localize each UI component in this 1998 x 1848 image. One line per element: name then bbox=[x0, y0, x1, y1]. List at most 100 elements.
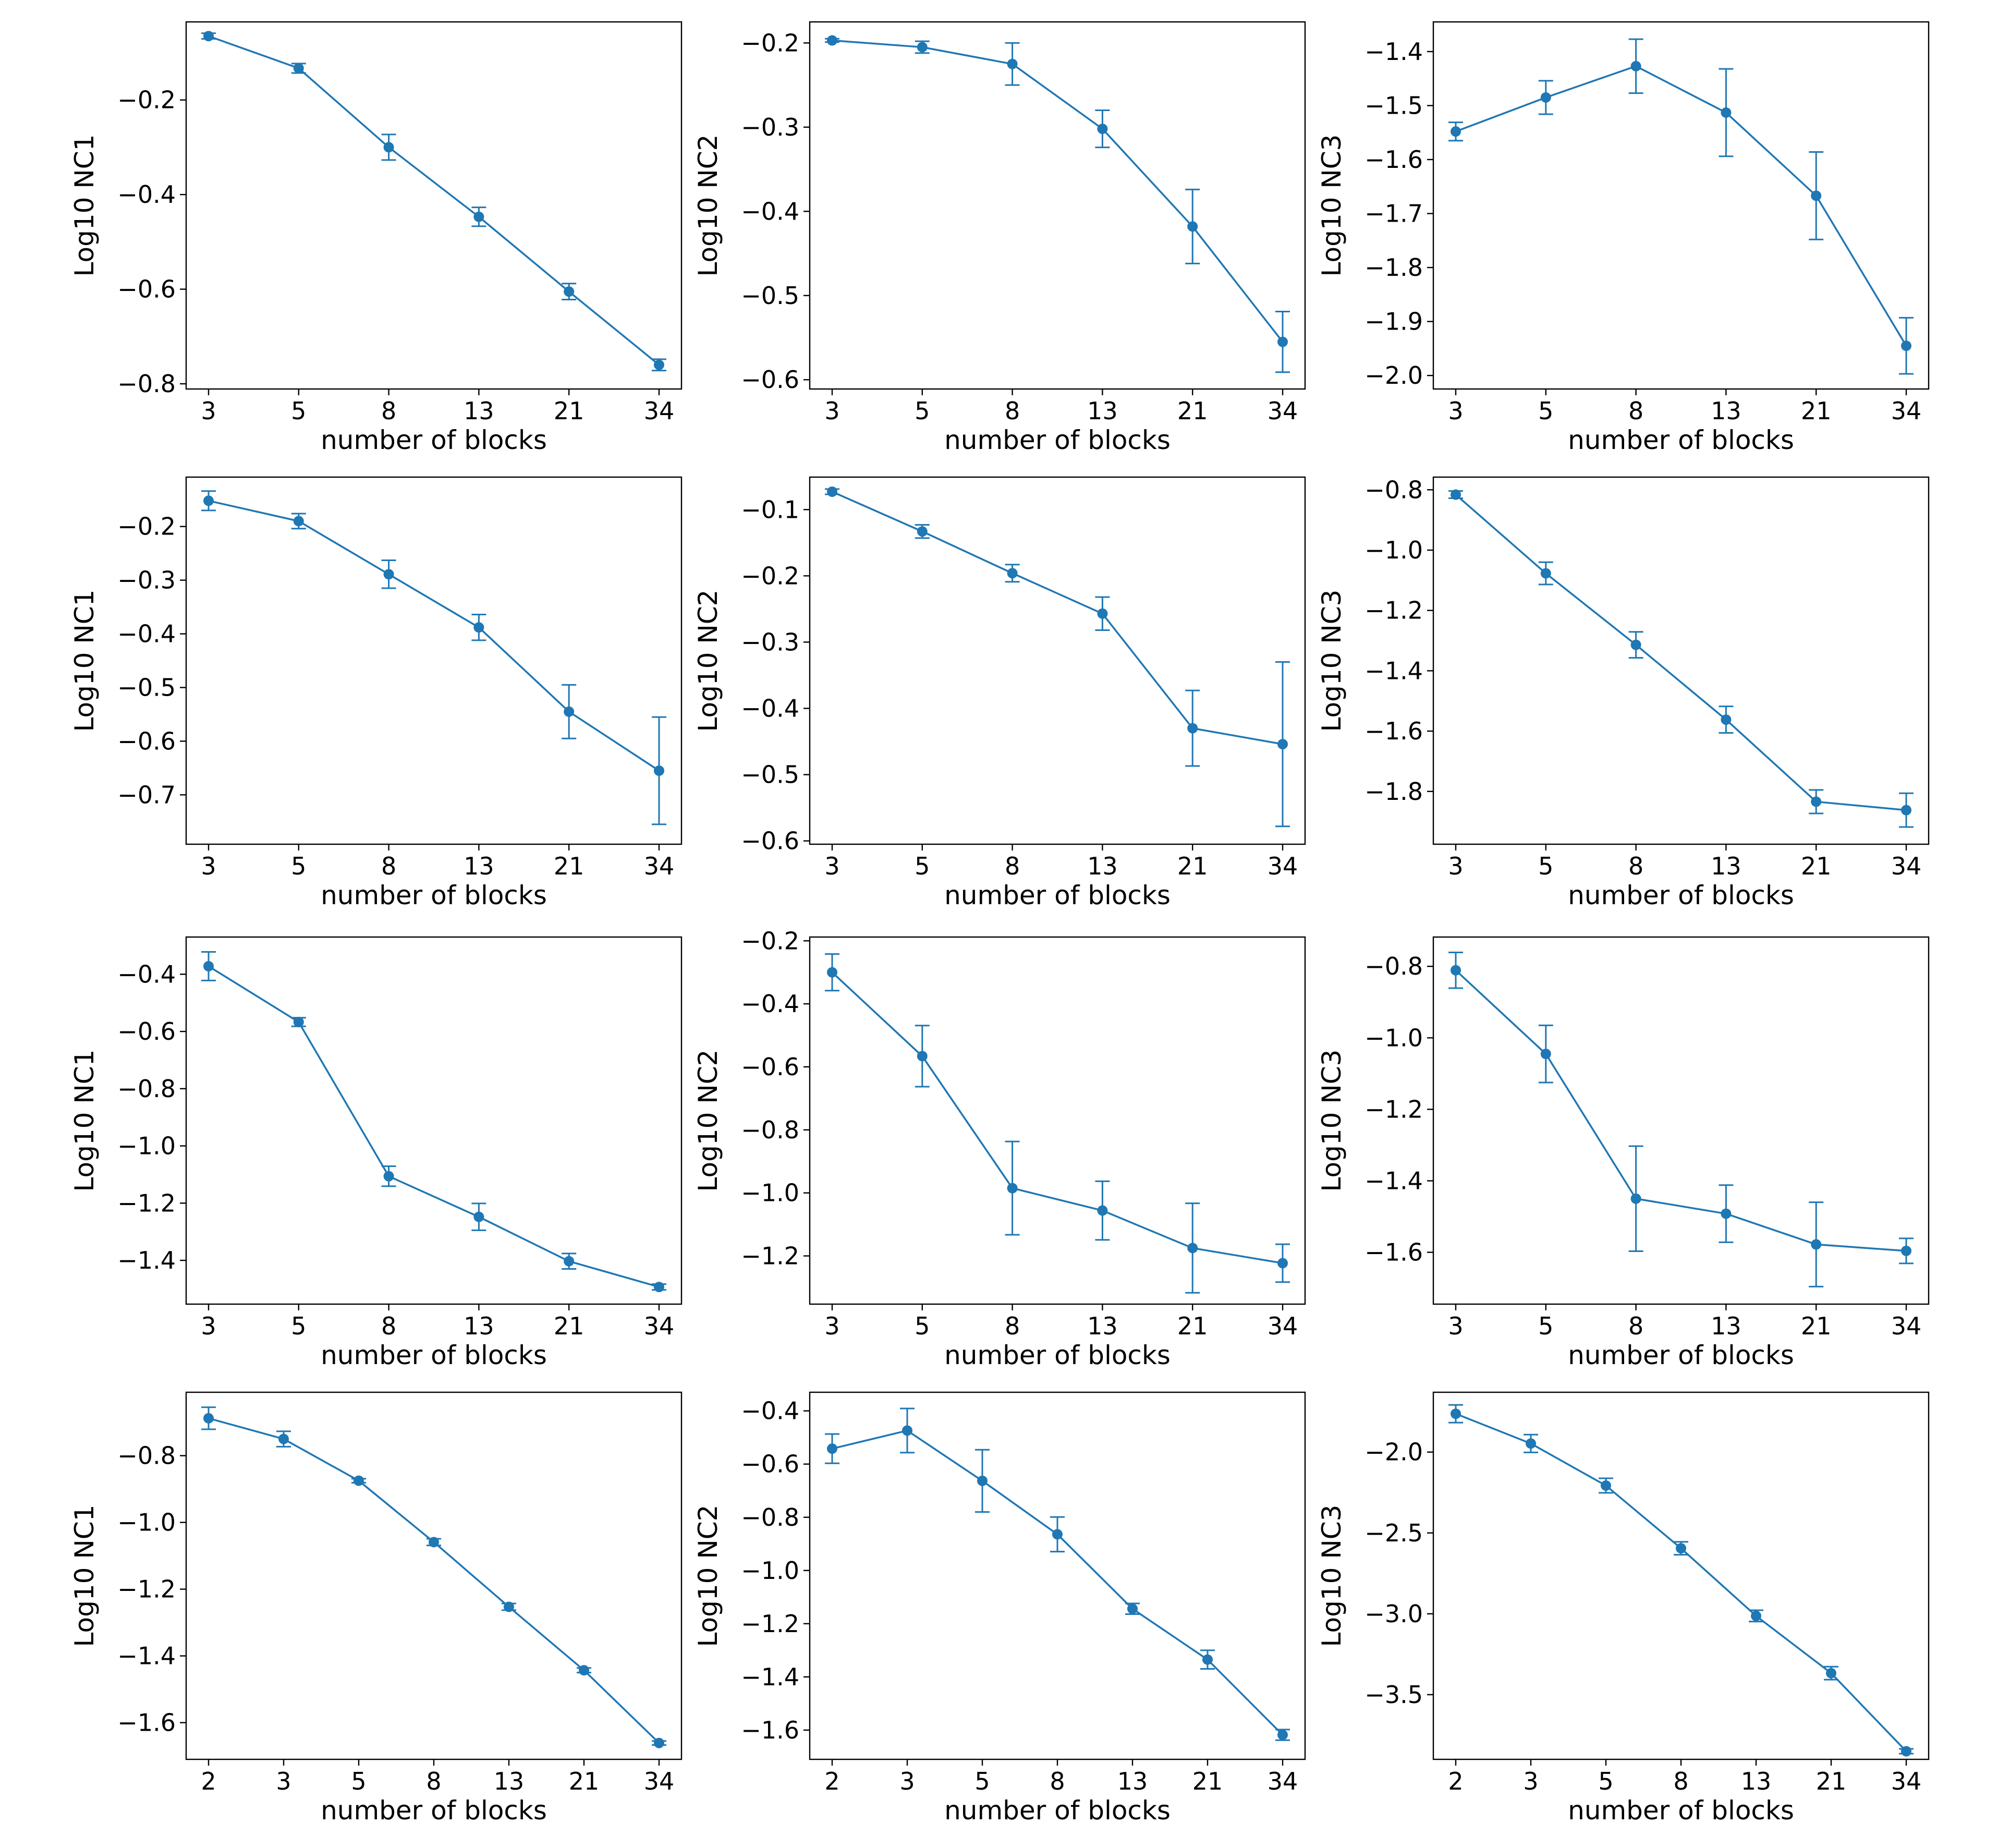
x-tick-label: 13 bbox=[1711, 397, 1741, 425]
subplot-10: 2 3 5 8 13 21 34 −1.6 −1.4 −1.2 −1.0 −0.8 number of … bbox=[69, 1391, 683, 1826]
y-axis-label: Log10 NC2 bbox=[693, 1505, 723, 1647]
y-axis-label: Log10 NC1 bbox=[69, 1505, 100, 1647]
y-tick-label: −0.8 bbox=[117, 370, 176, 398]
y-tick-label: −0.2 bbox=[117, 513, 176, 541]
series-line bbox=[208, 965, 660, 1288]
x-tick-label: 13 bbox=[1711, 1312, 1741, 1340]
data-point bbox=[1751, 1610, 1761, 1621]
y-tick-label: −0.8 bbox=[1365, 952, 1423, 980]
data-point bbox=[1901, 805, 1911, 816]
x-tick-label: 34 bbox=[1268, 1312, 1298, 1340]
data-point bbox=[1451, 1408, 1461, 1419]
x-axis-label: number of blocks bbox=[321, 425, 547, 455]
subplot-11: 2 3 5 8 13 21 34 −1.6 −1.4 −1.2 −1.0 −0.8 −0.6 −0.4 nu… bbox=[693, 1391, 1306, 1826]
data-point bbox=[827, 967, 837, 978]
series-line bbox=[831, 971, 1283, 1265]
data-point bbox=[203, 31, 214, 42]
x-axis-label: number of blocks bbox=[944, 880, 1171, 910]
x-tick-label: 34 bbox=[644, 397, 675, 425]
series-line bbox=[208, 35, 660, 366]
data-point bbox=[654, 1282, 664, 1293]
y-tick-label: −1.4 bbox=[741, 1663, 799, 1691]
x-tick-label: 5 bbox=[1538, 397, 1553, 425]
data-point bbox=[827, 486, 837, 497]
y-tick-label: −0.8 bbox=[741, 1503, 799, 1531]
subplot-6: 3 5 8 13 21 34 −1.8 −1.6 −1.4 −1.2 −1.0 −0.8 number … bbox=[1317, 476, 1930, 910]
x-tick-label: 8 bbox=[1628, 397, 1643, 425]
x-tick-label: 8 bbox=[1628, 852, 1643, 880]
y-tick-label: −1.6 bbox=[1365, 145, 1423, 174]
subplot-3: 3 5 8 13 21 34 −2.0 −1.9 −1.8 −1.7 −1.6 −1.5 −1.4 num… bbox=[1317, 21, 1930, 455]
x-tick-label: 21 bbox=[1192, 1767, 1223, 1795]
y-tick-label: −3.0 bbox=[1365, 1600, 1423, 1628]
data-point bbox=[917, 42, 928, 53]
data-point bbox=[1811, 1239, 1822, 1250]
x-tick-label: 5 bbox=[351, 1767, 366, 1795]
data-point bbox=[1601, 1480, 1611, 1491]
y-axis-label: Log10 NC3 bbox=[1317, 1050, 1347, 1192]
y-axis-label: Log10 NC1 bbox=[69, 590, 100, 732]
data-point bbox=[1007, 58, 1018, 69]
y-tick-label: −0.6 bbox=[741, 366, 799, 394]
x-tick-label: 3 bbox=[201, 397, 216, 425]
x-axis-label: number of blocks bbox=[321, 1795, 547, 1826]
data-point bbox=[1540, 1049, 1551, 1060]
axes-frame bbox=[185, 1391, 683, 1760]
data-point bbox=[1540, 92, 1551, 103]
x-axis-label: number of blocks bbox=[944, 1795, 1171, 1826]
data-point bbox=[1127, 1603, 1138, 1614]
axes-frame bbox=[185, 936, 683, 1305]
y-tick-label: −1.4 bbox=[1365, 38, 1423, 66]
x-tick-label: 3 bbox=[201, 852, 216, 880]
y-tick-label: −0.6 bbox=[117, 275, 176, 303]
y-tick-label: −1.0 bbox=[1365, 536, 1423, 564]
y-tick-label: −0.8 bbox=[741, 1116, 799, 1144]
data-point bbox=[1187, 1243, 1198, 1254]
y-tick-label: −0.8 bbox=[1365, 476, 1423, 504]
x-tick-label: 5 bbox=[915, 1312, 930, 1340]
data-point bbox=[1451, 489, 1461, 500]
y-tick-label: −0.5 bbox=[741, 761, 799, 789]
y-tick-label: −0.2 bbox=[741, 927, 799, 955]
data-point bbox=[1630, 60, 1641, 71]
data-point bbox=[827, 1443, 837, 1454]
data-point bbox=[917, 526, 928, 537]
x-tick-label: 5 bbox=[291, 852, 306, 880]
x-tick-label: 21 bbox=[1177, 1312, 1208, 1340]
axes-frame bbox=[1432, 476, 1930, 845]
data-point bbox=[1187, 221, 1198, 232]
y-tick-label: −1.0 bbox=[117, 1132, 176, 1160]
x-tick-label: 13 bbox=[1087, 852, 1118, 880]
x-tick-label: 21 bbox=[1801, 1312, 1832, 1340]
y-tick-label: −1.4 bbox=[1365, 1167, 1423, 1195]
x-tick-label: 13 bbox=[1711, 852, 1741, 880]
y-tick-label: −0.4 bbox=[741, 990, 799, 1018]
x-tick-label: 5 bbox=[291, 397, 306, 425]
y-tick-label: −1.6 bbox=[117, 1709, 176, 1737]
y-axis-label: Log10 NC2 bbox=[693, 135, 723, 277]
x-tick-label: 8 bbox=[1628, 1312, 1643, 1340]
y-tick-label: −0.4 bbox=[117, 180, 176, 209]
x-tick-label: 3 bbox=[1448, 397, 1463, 425]
x-axis-label: number of blocks bbox=[1568, 1340, 1794, 1370]
data-point bbox=[293, 516, 304, 527]
subplot-4: 3 5 8 13 21 34 −0.7 −0.6 −0.5 −0.4 −0.3 −0.2 number … bbox=[69, 476, 683, 910]
data-point bbox=[1901, 1746, 1911, 1757]
data-point bbox=[1721, 714, 1732, 725]
data-point bbox=[473, 1211, 484, 1222]
x-tick-label: 34 bbox=[644, 1312, 675, 1340]
x-tick-label: 21 bbox=[1177, 397, 1208, 425]
y-tick-label: −3.5 bbox=[1365, 1681, 1423, 1709]
series-line bbox=[208, 1417, 660, 1744]
series-line bbox=[832, 1429, 1284, 1736]
x-tick-label: 5 bbox=[1538, 852, 1553, 880]
data-point bbox=[1630, 639, 1641, 650]
x-tick-label: 21 bbox=[1816, 1767, 1847, 1795]
axes-frame bbox=[809, 21, 1306, 390]
y-tick-label: −0.7 bbox=[117, 781, 176, 809]
data-point bbox=[1277, 1258, 1288, 1269]
y-tick-label: −0.4 bbox=[117, 960, 176, 988]
x-tick-label: 34 bbox=[1268, 852, 1298, 880]
data-point bbox=[1202, 1654, 1213, 1665]
y-tick-label: −1.0 bbox=[741, 1557, 799, 1585]
